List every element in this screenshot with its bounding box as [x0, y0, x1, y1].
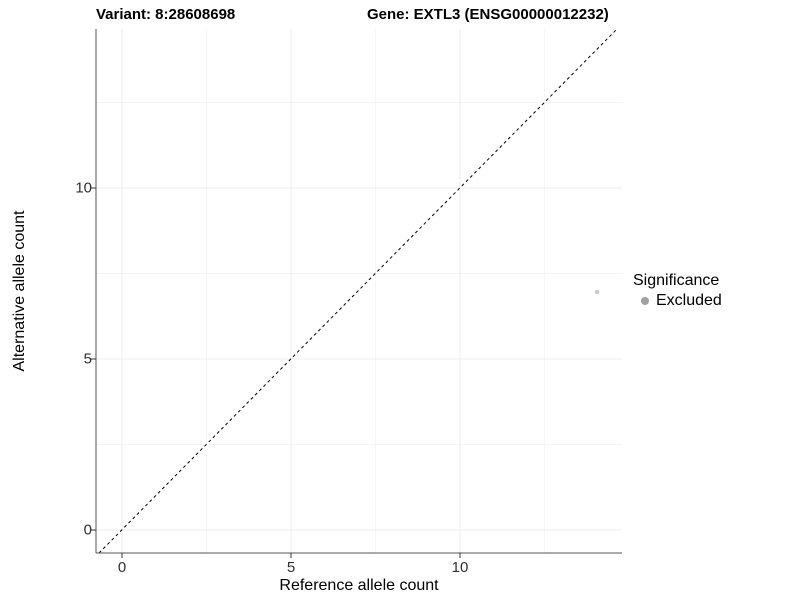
grid-major-vertical — [121, 29, 461, 553]
tick-marks — [91, 187, 461, 558]
y-tick-label-0: 0 — [83, 521, 92, 539]
y-tick-label-5: 5 — [83, 350, 92, 368]
y-axis-title: Alternative allele count — [11, 210, 28, 372]
x-tick-label-5: 5 — [286, 559, 296, 576]
grid-minor-horizontal — [96, 102, 622, 445]
identity-line — [98, 28, 618, 554]
legend-title: Significance — [633, 272, 720, 289]
legend-item-excluded-label: Excluded — [656, 292, 722, 309]
grid-minor-vertical — [206, 29, 545, 553]
x-tick-label-10: 10 — [451, 559, 469, 576]
x-axis-title: Reference allele count — [279, 577, 439, 594]
axis-lines — [95, 29, 622, 554]
data-point-excluded — [594, 289, 600, 295]
plot-title-variant: Variant: 8:28608698 — [96, 6, 236, 23]
legend-key-dot — [641, 297, 649, 305]
grid-major-horizontal — [96, 187, 622, 531]
plot-title-gene: Gene: EXTL3 (ENSG00000012232) — [367, 6, 609, 23]
x-tick-label-0: 0 — [117, 559, 127, 576]
y-tick-label-10: 10 — [75, 179, 92, 197]
